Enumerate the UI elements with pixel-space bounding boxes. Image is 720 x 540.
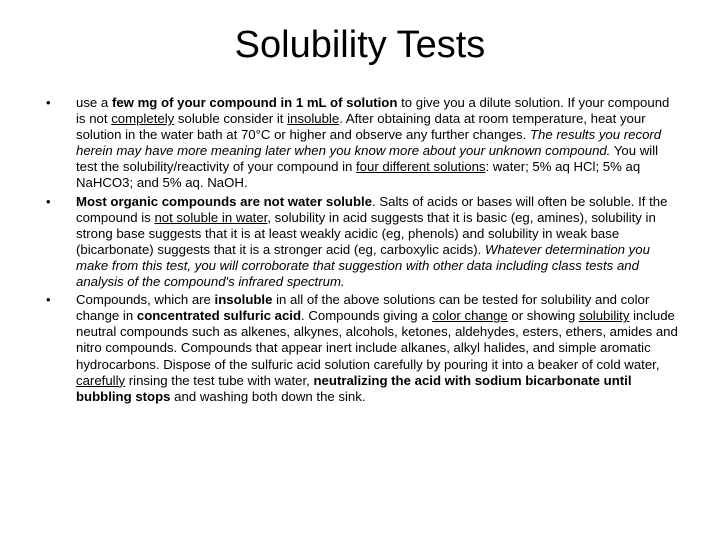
slide-title: Solubility Tests <box>40 24 680 67</box>
bullet-item: Most organic compounds are not water sol… <box>40 194 680 291</box>
bullet-item: Compounds, which are insoluble in all of… <box>40 292 680 405</box>
bullet-list: use a few mg of your compound in 1 mL of… <box>40 95 680 405</box>
bullet-item: use a few mg of your compound in 1 mL of… <box>40 95 680 192</box>
